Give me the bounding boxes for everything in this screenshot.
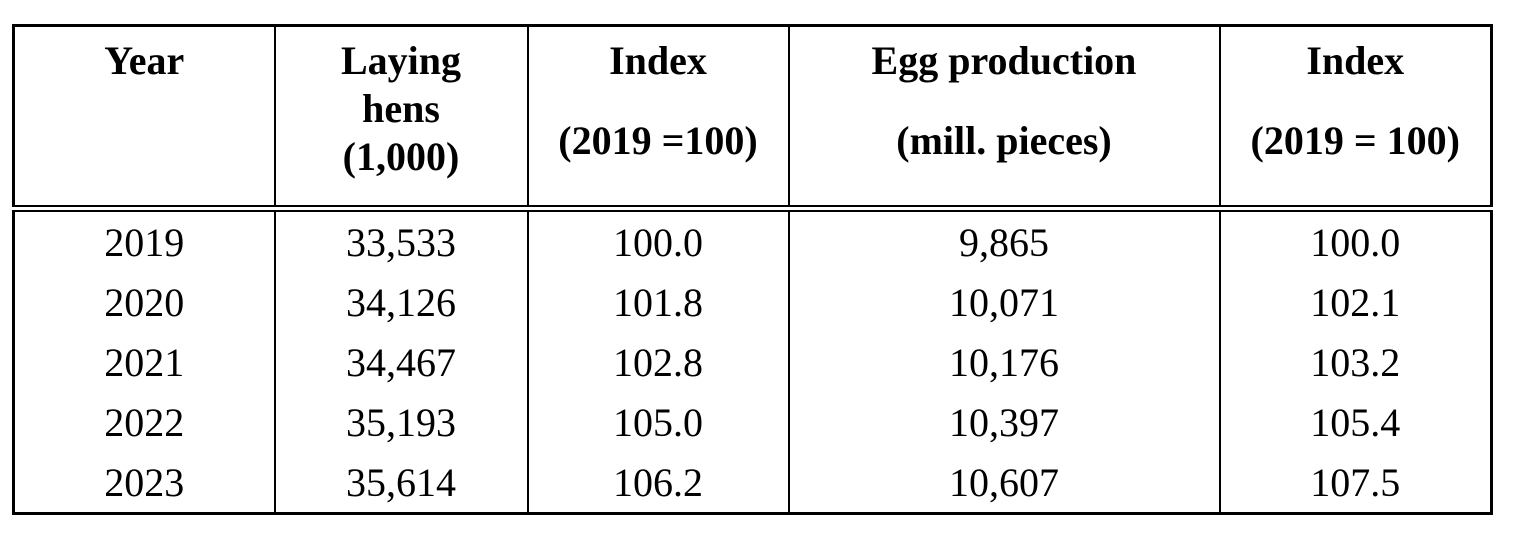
header-egg-production-unit: (mill. pieces) xyxy=(896,118,1112,163)
cell-egg-index: 107.5 xyxy=(1218,452,1493,514)
cell-egg-production: 10,397 xyxy=(787,392,1221,452)
cell-year: 2023 xyxy=(12,452,276,514)
cell-egg-production: 10,071 xyxy=(787,272,1221,332)
cell-year: 2022 xyxy=(12,392,276,452)
header-egg-index-base: (2019 = 100) xyxy=(1250,118,1460,163)
header-laying-hens-line2: hens xyxy=(362,86,440,131)
cell-egg-index: 100.0 xyxy=(1218,208,1493,272)
header-egg-index-label: Index xyxy=(1306,38,1405,83)
cell-year: 2020 xyxy=(12,272,276,332)
table-row: 2019 33,533 100.0 9,865 100.0 xyxy=(12,208,1493,272)
header-cell-year: Year xyxy=(12,25,276,212)
cell-year: 2019 xyxy=(12,208,276,272)
cell-egg-production: 10,176 xyxy=(787,332,1221,392)
table-row: 2021 34,467 102.8 10,176 103.2 xyxy=(12,332,1493,392)
cell-hens-index: 105.0 xyxy=(526,392,790,452)
cell-egg-production: 9,865 xyxy=(787,208,1221,272)
header-cell-laying-hens: Laying hens (1,000) xyxy=(273,25,529,212)
table-header-row: Year Laying hens (1,000) Index (2019 =10… xyxy=(12,25,1493,212)
header-hens-index-label: Index xyxy=(609,38,707,83)
cell-hens-index: 101.8 xyxy=(526,272,790,332)
table-row: 2020 34,126 101.8 10,071 102.1 xyxy=(12,272,1493,332)
cell-laying-hens: 34,467 xyxy=(273,332,529,392)
cell-egg-index: 103.2 xyxy=(1218,332,1493,392)
header-cell-hens-index: Index (2019 =100) xyxy=(526,25,790,212)
cell-laying-hens: 33,533 xyxy=(273,208,529,272)
header-cell-egg-production: Egg production (mill. pieces) xyxy=(787,25,1221,212)
cell-egg-production: 10,607 xyxy=(787,452,1221,514)
cell-egg-index: 105.4 xyxy=(1218,392,1493,452)
cell-egg-index: 102.1 xyxy=(1218,272,1493,332)
header-laying-hens-unit: (1,000) xyxy=(342,134,460,179)
cell-hens-index: 106.2 xyxy=(526,452,790,514)
table-row: 2022 35,193 105.0 10,397 105.4 xyxy=(12,392,1493,452)
header-cell-egg-index: Index (2019 = 100) xyxy=(1218,25,1493,212)
cell-hens-index: 100.0 xyxy=(526,208,790,272)
header-laying-hens-line1: Laying xyxy=(340,38,462,83)
header-egg-production-label: Egg production xyxy=(871,38,1137,83)
statistics-table: Year Laying hens (1,000) Index (2019 =10… xyxy=(12,24,1493,515)
cell-laying-hens: 35,614 xyxy=(273,452,529,514)
cell-hens-index: 102.8 xyxy=(526,332,790,392)
header-hens-index-base: (2019 =100) xyxy=(558,118,758,163)
header-year-label: Year xyxy=(104,38,185,83)
table-row: 2023 35,614 106.2 10,607 107.5 xyxy=(12,452,1493,514)
cell-year: 2021 xyxy=(12,332,276,392)
cell-laying-hens: 34,126 xyxy=(273,272,529,332)
cell-laying-hens: 35,193 xyxy=(273,392,529,452)
